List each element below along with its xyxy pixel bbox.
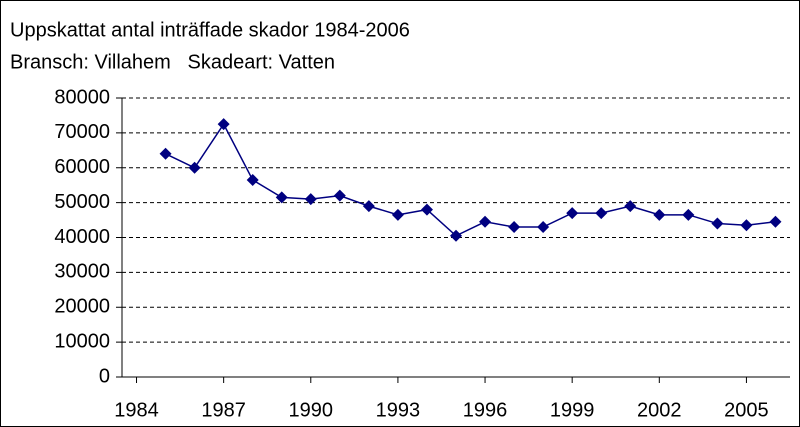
marker [217,118,230,131]
x-tick-label: 1987 [201,399,246,421]
chart-subtitle: Bransch: Villahem Skadeart: Vatten [10,51,335,73]
x-tick-label: 1990 [289,399,334,421]
y-tick-label: 50000 [54,191,110,213]
marker [740,219,753,232]
y-tick-label: 60000 [54,156,110,178]
y-tick-label: 20000 [54,296,110,318]
y-tick-label: 80000 [54,86,110,108]
marker [508,221,521,234]
marker [769,215,782,228]
marker [362,200,375,213]
marker [566,207,579,220]
marker [450,229,462,242]
x-tick-label: 1993 [376,399,421,421]
y-tick-label: 10000 [54,330,110,352]
marker [653,208,666,221]
x-tick-label: 2002 [637,399,682,421]
marker [391,208,404,221]
y-tick-label: 40000 [54,226,110,248]
marker [479,215,492,228]
x-tick-label: 1984 [114,399,159,421]
marker [595,207,608,220]
marker [246,173,259,186]
marker [537,221,550,234]
marker [159,147,172,160]
marker [188,161,201,174]
marker [304,193,317,206]
marker [711,217,724,230]
marker [624,200,637,213]
y-tick-label: 0 [99,365,110,387]
x-tick-label: 1996 [463,399,508,421]
x-tick-label: 2005 [724,399,769,421]
chart-title: Uppskattat antal inträffade skador 1984-… [10,19,410,41]
x-tick-label: 1999 [550,399,595,421]
marker [682,208,695,221]
y-tick-label: 30000 [54,261,110,283]
line [165,122,776,237]
y-tick-label: 70000 [54,121,110,143]
marker [333,189,346,202]
marker [275,191,288,204]
marker [420,203,433,216]
